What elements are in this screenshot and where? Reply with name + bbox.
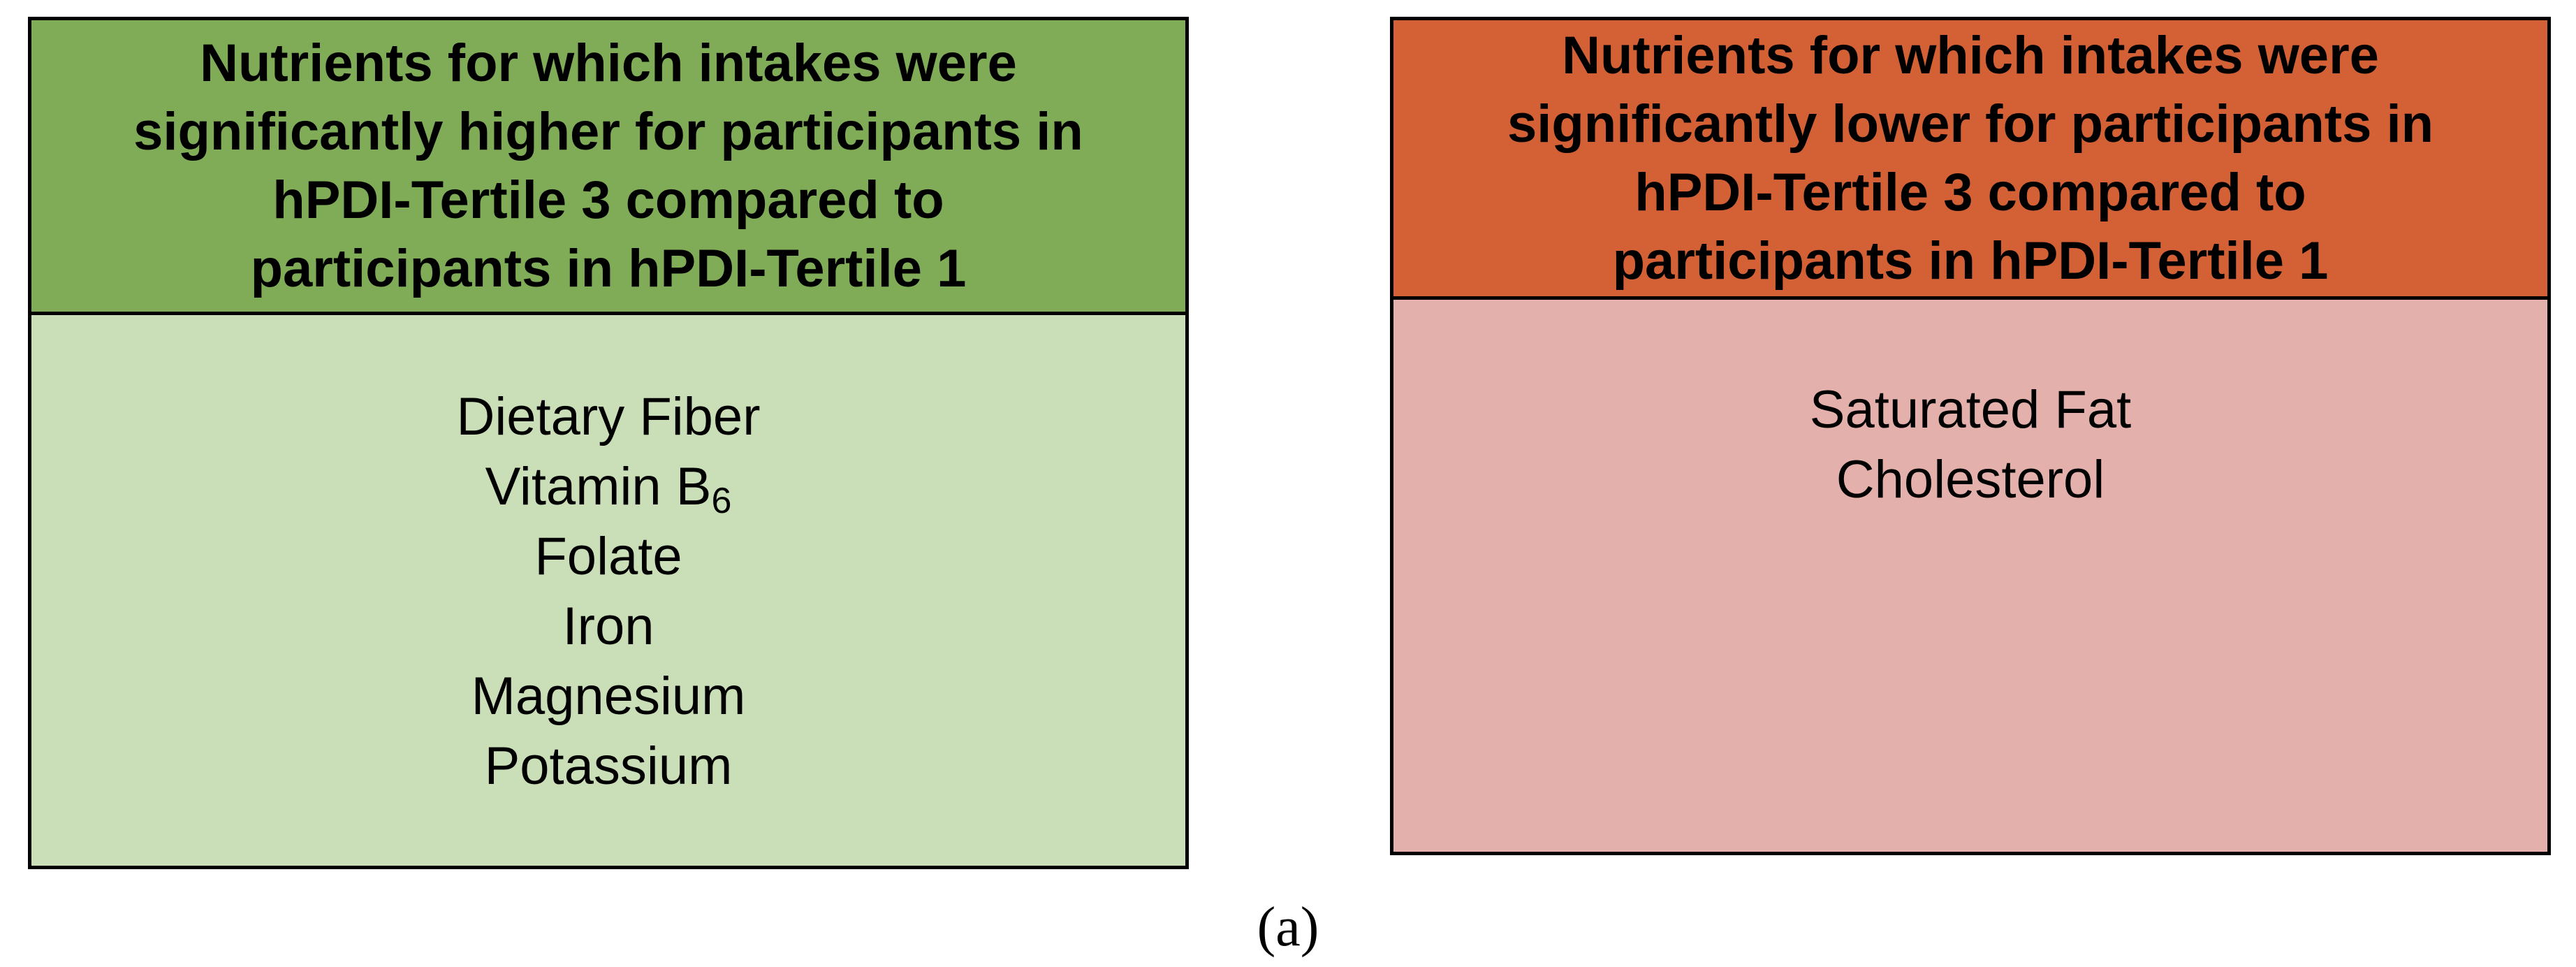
higher-intake-list: Dietary Fiber Vitamin B6 Folate Iron Mag… <box>31 315 1185 866</box>
higher-intake-title: Nutrients for which intakes were signifi… <box>133 33 1083 298</box>
nutrient-iron: Iron <box>562 597 654 656</box>
nutrient-potassium: Potassium <box>484 736 733 796</box>
higher-intake-panel: Nutrients for which intakes were signifi… <box>28 17 1189 869</box>
figure-caption: (a) <box>1257 896 1319 958</box>
nutrient-vitamin-b6: Vitamin B6 <box>485 452 732 522</box>
nutrient-saturated-fat: Saturated Fat <box>1809 380 2132 439</box>
lower-intake-panel: Nutrients for which intakes were signifi… <box>1390 17 2551 855</box>
nutrient-folate: Folate <box>534 527 682 586</box>
nutrient-vitamin-b-label: Vitamin B <box>485 457 712 516</box>
lower-intake-list: Saturated Fat Cholesterol <box>1393 300 2547 852</box>
lower-intake-header: Nutrients for which intakes were signifi… <box>1393 20 2547 300</box>
nutrient-magnesium: Magnesium <box>471 667 746 726</box>
lower-intake-title: Nutrients for which intakes were signifi… <box>1507 25 2434 291</box>
nutrient-dietary-fiber: Dietary Fiber <box>456 387 761 446</box>
higher-intake-header: Nutrients for which intakes were signifi… <box>31 20 1185 315</box>
nutrient-vitamin-subscript: 6 <box>711 481 732 521</box>
nutrient-cholesterol: Cholesterol <box>1836 450 2105 509</box>
